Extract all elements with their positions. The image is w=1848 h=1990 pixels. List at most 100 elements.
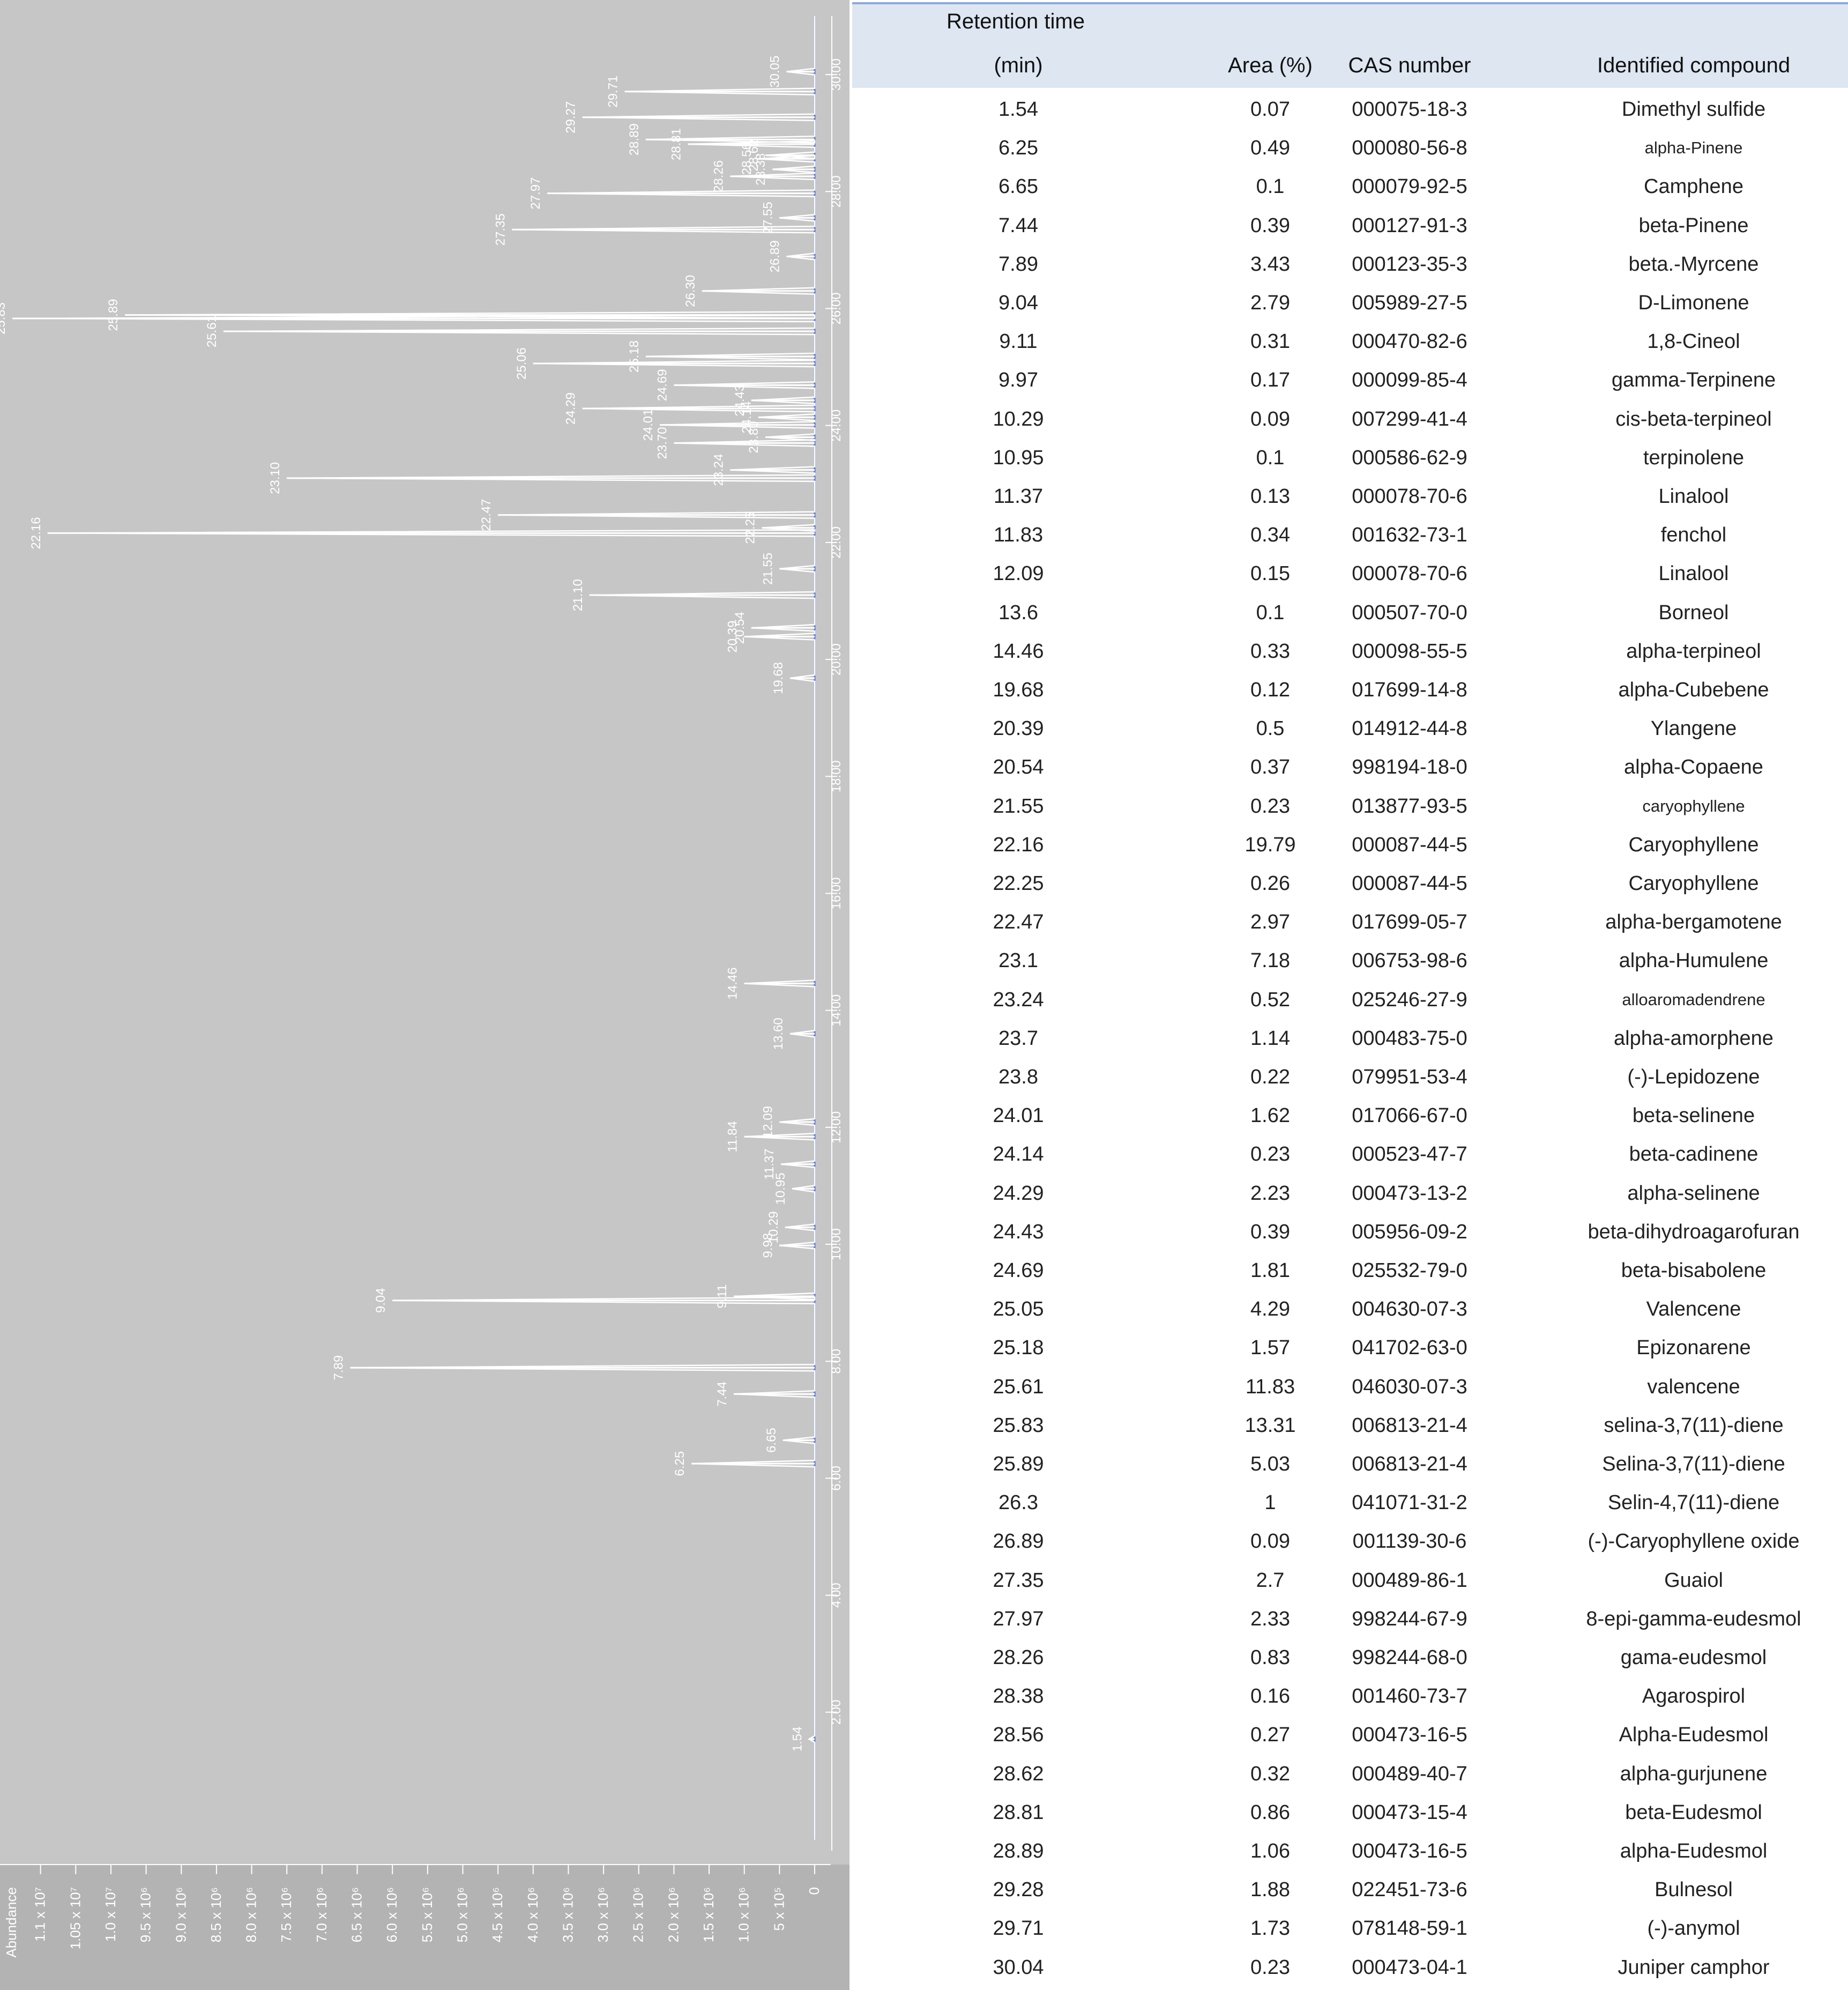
- compound-cell: valencene: [1647, 1375, 1740, 1398]
- table-row: 11.37 0.13 000078-70-6 Linalool: [852, 477, 1848, 516]
- cas-number-cell: 001632-73-1: [1352, 524, 1467, 547]
- area-cell: 1: [1264, 1491, 1276, 1514]
- table-row: 22.25 0.26 000087-44-5 Caryophyllene: [852, 864, 1848, 903]
- table-row: 23.8 0.22 079951-53-4 (-)-Lepidozene: [852, 1058, 1848, 1096]
- retention-time-cell: 9.97: [998, 369, 1038, 392]
- cas-number-cell: 025532-79-0: [1352, 1259, 1467, 1282]
- cas-number-cell: 017066-67-0: [1352, 1104, 1467, 1127]
- abundance-tick-label: 6.0 x 10⁶: [384, 1887, 400, 1942]
- peak-label: 24.01: [641, 409, 655, 441]
- cas-number-cell: 014912-44-8: [1352, 717, 1467, 740]
- cas-number-cell: 998244-67-9: [1352, 1607, 1467, 1630]
- cas-number-cell: 005956-09-2: [1352, 1220, 1467, 1243]
- peak-label: 25.89: [106, 299, 121, 331]
- abundance-tick-label: 2.0 x 10⁶: [665, 1887, 681, 1942]
- abundance-tick-label: 8.0 x 10⁶: [243, 1887, 259, 1942]
- peak-label: 27.55: [761, 202, 775, 234]
- cas-number-cell: 000473-15-4: [1352, 1801, 1467, 1824]
- compound-cell: Borneol: [1658, 601, 1729, 624]
- retention-time-cell: 20.54: [993, 756, 1044, 779]
- retention-time-cell: 7.44: [998, 214, 1038, 237]
- compound-cell: beta-dihydroagarofuran: [1588, 1220, 1800, 1243]
- area-cell: 0.12: [1250, 679, 1290, 701]
- compound-cell: alpha-Pinene: [1644, 138, 1743, 158]
- peak-label: 25.61: [205, 315, 219, 347]
- cas-number-cell: 000523-47-7: [1352, 1143, 1467, 1166]
- plot-background: [0, 0, 850, 1990]
- table-row: 25.05 4.29 004630-07-3 Valencene: [852, 1290, 1848, 1328]
- peak-label: 13.60: [771, 1018, 786, 1050]
- retention-time-cell: 28.81: [993, 1801, 1044, 1824]
- table-row: 7.44 0.39 000127-91-3 beta-Pinene: [852, 206, 1848, 245]
- retention-time-cell: 28.38: [993, 1685, 1044, 1708]
- compound-cell: Juniper camphor: [1618, 1956, 1770, 1979]
- compound-cell: Linalool: [1658, 562, 1729, 585]
- retention-time-cell: 24.01: [993, 1104, 1044, 1127]
- table-row: 30.04 0.23 000473-04-1 Juniper camphor: [852, 1948, 1848, 1987]
- abundance-tick-label: 1.1 x 10⁷: [32, 1887, 48, 1942]
- table-row: 23.7 1.14 000483-75-0 alpha-amorphene: [852, 1019, 1848, 1058]
- peak-label: 22.16: [29, 517, 43, 549]
- table-row: 20.54 0.37 998194-18-0 alpha-Copaene: [852, 748, 1848, 786]
- abundance-tick-label: 0: [806, 1887, 822, 1895]
- cas-number-cell: 013877-93-5: [1352, 794, 1467, 818]
- retention-time-cell: 25.89: [993, 1453, 1044, 1475]
- area-cell: 1.73: [1250, 1917, 1290, 1940]
- compound-cell: beta-selinene: [1632, 1104, 1755, 1127]
- retention-time-cell: 22.47: [993, 911, 1044, 934]
- cas-number-cell: 000507-70-0: [1352, 601, 1467, 624]
- area-cell: 0.26: [1250, 872, 1290, 895]
- compound-cell: alpha-Cubebene: [1618, 679, 1769, 701]
- table-row: 7.89 3.43 000123-35-3 beta.-Myrcene: [852, 245, 1848, 284]
- cas-number-cell: 000080-56-8: [1352, 137, 1467, 160]
- table-row: 9.11 0.31 000470-82-6 1,8-Cineol: [852, 322, 1848, 361]
- retention-time-cell: 10.95: [993, 446, 1044, 469]
- retention-time-cell: 30.04: [993, 1956, 1044, 1979]
- table-row: 6.25 0.49 000080-56-8 alpha-Pinene: [852, 129, 1848, 167]
- table-row: 25.61 11.83 046030-07-3 valencene: [852, 1368, 1848, 1406]
- cas-number-cell: 005989-27-5: [1352, 292, 1467, 314]
- area-cell: 2.79: [1250, 292, 1290, 314]
- peak-label: 12.09: [761, 1106, 775, 1138]
- area-cell: 0.07: [1250, 98, 1290, 121]
- cas-number-cell: 041702-63-0: [1352, 1336, 1467, 1360]
- retention-time-cell: 24.43: [993, 1220, 1044, 1243]
- compound-cell: alpha-terpineol: [1626, 640, 1761, 663]
- cas-number-cell: 000489-86-1: [1352, 1569, 1467, 1592]
- retention-time-cell: 29.71: [993, 1917, 1044, 1940]
- abundance-tick-label: 3.0 x 10⁶: [595, 1887, 611, 1942]
- table-row: 11.83 0.34 001632-73-1 fenchol: [852, 516, 1848, 554]
- compound-cell: Agarospirol: [1642, 1685, 1746, 1708]
- table-row: 28.26 0.83 998244-68-0 gama-eudesmol: [852, 1638, 1848, 1677]
- area-cell: 0.27: [1250, 1724, 1290, 1747]
- compound-cell: 1,8-Cineol: [1647, 330, 1740, 353]
- compound-cell: Valencene: [1646, 1298, 1741, 1321]
- table-row: 9.97 0.17 000099-85-4 gamma-Terpinene: [852, 361, 1848, 399]
- area-cell: 0.39: [1250, 1220, 1290, 1243]
- cas-number-cell: 000087-44-5: [1352, 833, 1467, 856]
- cas-number-cell: 000473-16-5: [1352, 1840, 1467, 1862]
- retention-time-cell: 10.29: [993, 407, 1044, 430]
- table-row: 24.14 0.23 000523-47-7 beta-cadinene: [852, 1135, 1848, 1174]
- peak-label: 21.55: [761, 553, 775, 585]
- peak-label: 24.69: [655, 369, 669, 401]
- retention-time-cell: 28.89: [993, 1840, 1044, 1862]
- retention-time-cell: 21.55: [993, 794, 1044, 818]
- retention-time-cell: 28.62: [993, 1762, 1044, 1785]
- retention-time-cell: 24.14: [993, 1143, 1044, 1166]
- retention-time-cell: 24.29: [993, 1182, 1044, 1205]
- peak-label: 7.89: [331, 1355, 346, 1380]
- cas-number-cell: 998194-18-0: [1352, 756, 1467, 779]
- peak-label: 23.80: [747, 421, 761, 453]
- table-row: 27.97 2.33 998244-67-9 8-epi-gamma-eudesmol: [852, 1600, 1848, 1638]
- cas-number-cell: 000473-16-5: [1352, 1724, 1467, 1747]
- compound-cell: Selina-3,7(11)-diene: [1602, 1453, 1785, 1475]
- cas-number-cell: 041071-31-2: [1352, 1491, 1467, 1514]
- peak-label: 11.84: [726, 1121, 740, 1152]
- compound-cell: fenchol: [1660, 524, 1727, 547]
- table-row: 24.69 1.81 025532-79-0 beta-bisabolene: [852, 1251, 1848, 1290]
- abundance-tick-label: 7.0 x 10⁶: [314, 1887, 330, 1942]
- peak-label: 26.30: [683, 275, 698, 307]
- retention-time-cell: 19.68: [993, 679, 1044, 701]
- peak-label: 25.18: [627, 340, 642, 373]
